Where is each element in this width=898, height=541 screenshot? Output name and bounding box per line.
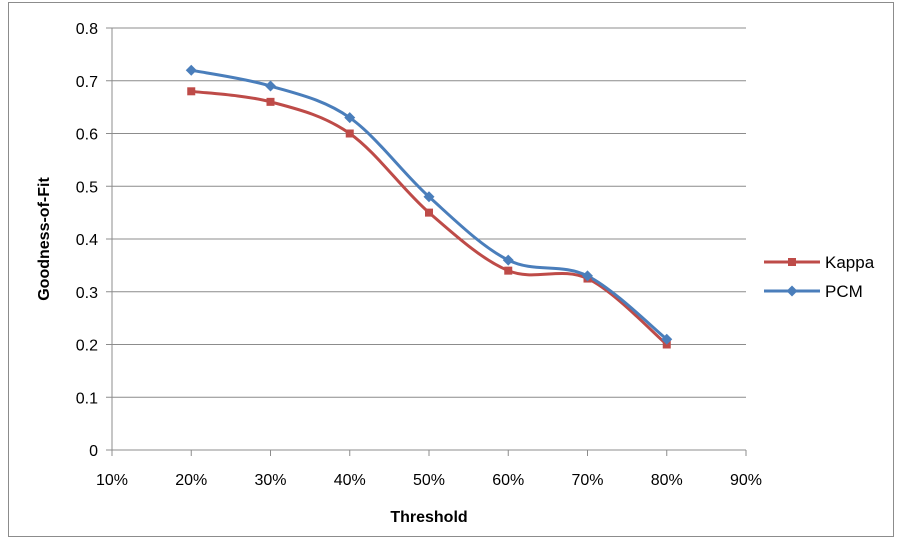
y-tick-label: 0 [89,443,98,460]
series-markers [185,64,673,349]
x-tick-label: 60% [492,472,524,489]
y-tick-label: 0.1 [76,390,98,407]
y-tick-label: 0.8 [76,21,98,38]
data-point-kappa [187,87,196,96]
x-tick-label: 50% [413,472,445,489]
legend-label-kappa: Kappa [825,253,875,272]
x-tick-label: 30% [254,472,286,489]
x-tick-label: 70% [571,472,603,489]
y-tick-label: 0.2 [76,338,98,355]
legend-marker-kappa [788,258,796,266]
chart-frame [8,2,894,537]
x-tick-label: 20% [175,472,207,489]
y-tick-label: 0.7 [76,74,98,91]
series-lines [190,68,668,346]
series-line-kappa [191,89,668,346]
data-point-pcm [423,191,435,203]
data-point-kappa [425,208,433,217]
data-point-pcm [185,64,197,76]
data-point-pcm [582,270,593,282]
data-point-pcm [344,112,356,124]
axes [106,27,747,456]
legend: Kappa PCM [764,253,875,301]
y-tick-label: 0.6 [76,127,98,144]
x-tick-label: 40% [334,472,366,489]
y-tick-label: 0.3 [76,285,98,302]
data-point-pcm [265,80,276,92]
data-point-kappa [504,266,513,275]
y-tick-label: 0.5 [76,179,98,196]
y-axis-title: Goodness-of-Fit [36,177,53,301]
tick-labels: 0 0.1 0.2 0.3 0.4 0.5 0.6 0.7 0.8 10% 20% 30% 40% 50%… [76,21,762,489]
gridlines [112,27,746,398]
data-point-pcm [502,254,514,266]
series-line-pcm [190,68,668,341]
legend-label-pcm: PCM [825,282,863,301]
x-tick-label: 80% [651,472,683,489]
data-point-pcm [661,333,673,345]
x-tick-label: 10% [96,472,128,489]
data-point-kappa [345,129,354,138]
x-tick-label: 90% [730,472,762,489]
data-point-kappa [266,97,275,106]
legend-marker-pcm [786,285,798,297]
x-axis-title: Threshold [390,509,467,526]
y-tick-label: 0.4 [76,232,98,249]
